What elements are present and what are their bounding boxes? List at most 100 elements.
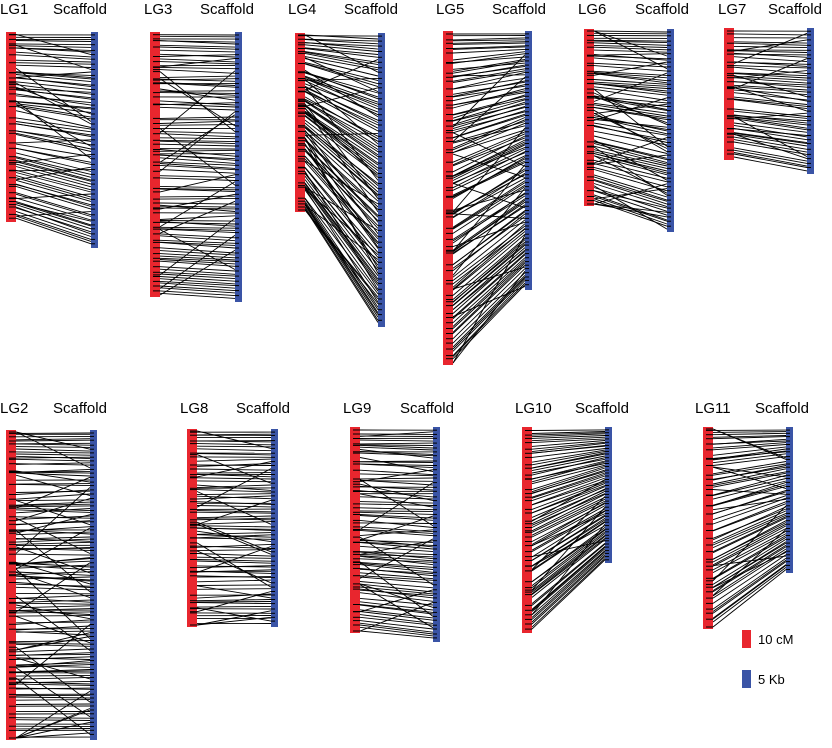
lg-label: LG4: [288, 1, 316, 18]
link-line: [197, 473, 271, 474]
lg-label: LG5: [436, 1, 464, 18]
link-line: [16, 684, 90, 685]
scaffold-label: Scaffold: [53, 1, 107, 18]
link-line: [16, 444, 90, 445]
link-line: [160, 79, 235, 126]
link-line: [16, 484, 90, 485]
legend-label-genetic: 10 cM: [758, 632, 793, 647]
link-line: [160, 132, 235, 134]
scaffold-label: Scaffold: [635, 1, 689, 18]
link-line: [532, 481, 605, 505]
scaffold-label: Scaffold: [400, 400, 454, 417]
link-line: [360, 508, 433, 510]
lg-label: LG8: [180, 400, 208, 417]
link-line: [197, 557, 271, 558]
link-line: [197, 585, 271, 586]
link-line: [160, 291, 235, 296]
links: [453, 34, 525, 363]
links: [594, 31, 667, 229]
link-line: [160, 199, 235, 200]
link-line: [16, 643, 90, 644]
link-line: [734, 46, 807, 47]
link-line: [197, 606, 271, 607]
link-line: [734, 34, 807, 35]
link-line: [594, 54, 667, 60]
lg-label: LG11: [695, 400, 731, 417]
link-line: [16, 649, 90, 652]
link-line: [160, 36, 235, 37]
scaffold-label: Scaffold: [768, 1, 822, 18]
links: [532, 430, 605, 629]
link-line: [453, 178, 525, 217]
links: [160, 35, 235, 299]
scaffold-label: Scaffold: [755, 400, 809, 417]
link-line: [713, 432, 786, 433]
link-line: [197, 459, 271, 461]
scaffold-bar: [667, 29, 674, 232]
link-line: [160, 216, 235, 220]
link-line: [16, 697, 90, 698]
link-line: [16, 173, 91, 193]
link-line: [160, 236, 235, 241]
lg-label: LG9: [343, 400, 371, 417]
links: [197, 431, 271, 625]
link-line: [160, 67, 235, 68]
scaffold-bar: [525, 31, 532, 290]
scaffold-label: Scaffold: [53, 400, 107, 417]
link-line: [734, 67, 807, 73]
link-line: [532, 430, 605, 431]
link-line: [160, 221, 235, 222]
lg-label: LG10: [515, 400, 552, 417]
link-line: [160, 45, 235, 47]
panel-lg11: LG11 Scaffold: [695, 400, 809, 629]
link-line: [734, 43, 807, 45]
lg-label: LG1: [0, 1, 28, 18]
scaffold-label: Scaffold: [575, 400, 629, 417]
legend-swatch-physical: [742, 670, 751, 688]
link-line: [16, 616, 90, 617]
link-line: [16, 118, 91, 129]
scaffold-label: Scaffold: [492, 1, 546, 18]
link-line: [197, 506, 271, 507]
link-line: [713, 479, 786, 496]
link-line: [160, 138, 235, 139]
link-line: [734, 109, 807, 117]
link-line: [305, 62, 378, 80]
link-line: [160, 125, 235, 126]
link-line: [16, 700, 90, 701]
link-line: [713, 543, 786, 587]
scaffold-bar: [90, 430, 97, 740]
link-line: [453, 49, 525, 53]
link-line: [197, 512, 271, 513]
link-line: [197, 608, 271, 621]
link-line: [16, 506, 90, 507]
link-line: [160, 62, 235, 64]
panel-lg10: LG10 Scaffold: [515, 400, 629, 633]
panel-lg9: LG9 Scaffold: [343, 400, 454, 642]
link-line: [16, 547, 90, 573]
link-line: [16, 704, 90, 705]
link-line: [160, 134, 235, 137]
link-line: [197, 602, 271, 603]
panel-lg1: LG1 Scaffold: [0, 1, 107, 248]
link-line: [594, 147, 667, 195]
legend-label-physical: 5 Kb: [758, 672, 785, 687]
link-line: [16, 211, 91, 236]
link-line: [360, 440, 433, 441]
link-line: [453, 194, 525, 240]
link-line: [713, 565, 786, 619]
link-line: [594, 138, 667, 163]
link-line: [16, 218, 91, 244]
link-line: [453, 183, 525, 229]
link-line: [16, 500, 90, 501]
link-line: [453, 279, 525, 352]
link-line: [16, 203, 91, 226]
link-line: [594, 80, 667, 85]
scaffold-bar: [271, 429, 278, 627]
